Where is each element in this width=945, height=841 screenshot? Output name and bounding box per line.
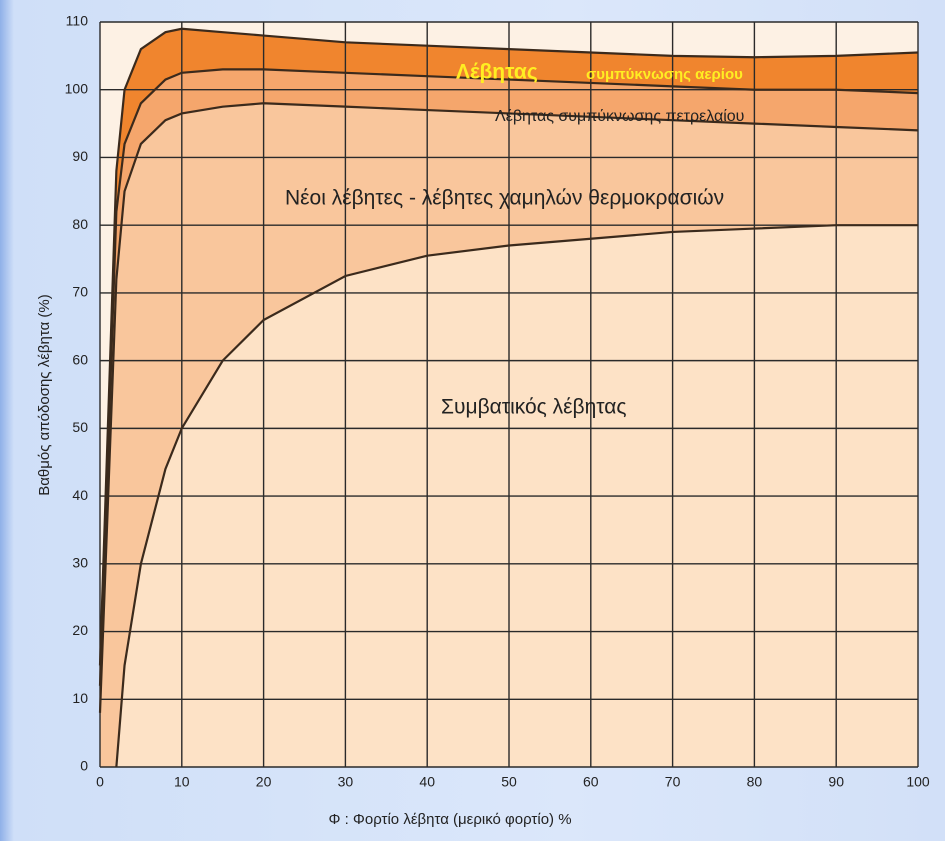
x-tick-label: 30 — [338, 774, 354, 790]
y-tick-label: 50 — [72, 419, 88, 435]
y-tick-label: 60 — [72, 351, 88, 367]
x-tick-label: 40 — [419, 774, 435, 790]
annotation: Συμβατικός λέβητας — [441, 396, 627, 419]
x-tick-label: 50 — [501, 774, 517, 790]
y-tick-label: 90 — [72, 148, 88, 164]
x-tick-label: 80 — [747, 774, 763, 790]
annotation: Λέβητας — [456, 61, 538, 84]
annotation: συμπύκνωσης αερίου — [586, 66, 743, 83]
y-tick-label: 110 — [66, 13, 89, 29]
x-tick-label: 60 — [583, 774, 599, 790]
line — [115, 224, 918, 768]
y-tick-label: 20 — [72, 622, 88, 638]
x-axis-label: Φ : Φορτίο λέβητα (μερικό φορτίο) % — [328, 811, 571, 828]
y-tick-label: 100 — [65, 80, 89, 96]
x-tick-label: 20 — [256, 774, 272, 790]
x-tick-label: 70 — [665, 774, 681, 790]
x-tick-label: 100 — [906, 774, 930, 790]
y-tick-label: 70 — [72, 284, 88, 300]
annotation: Νέοι λέβητες - λέβητες χαμηλών θερμοκρασ… — [285, 187, 724, 210]
line — [98, 27, 919, 666]
line — [98, 68, 919, 686]
y-tick-label: 30 — [72, 555, 88, 571]
x-tick-label: 90 — [828, 774, 844, 790]
annotation: Λέβητας συμπύκνωσης πετρελαίου — [495, 108, 744, 125]
y-axis-label: Βαθμός απόδοσης λέβητα (%) — [36, 294, 53, 496]
y-tick-label: 40 — [72, 487, 88, 503]
y-tick-label: 10 — [72, 690, 88, 706]
y-tick-label: 0 — [80, 758, 88, 774]
x-tick-label: 0 — [96, 774, 104, 790]
x-tick-label: 10 — [174, 774, 190, 790]
line — [98, 102, 919, 713]
y-tick-label: 80 — [72, 216, 88, 232]
